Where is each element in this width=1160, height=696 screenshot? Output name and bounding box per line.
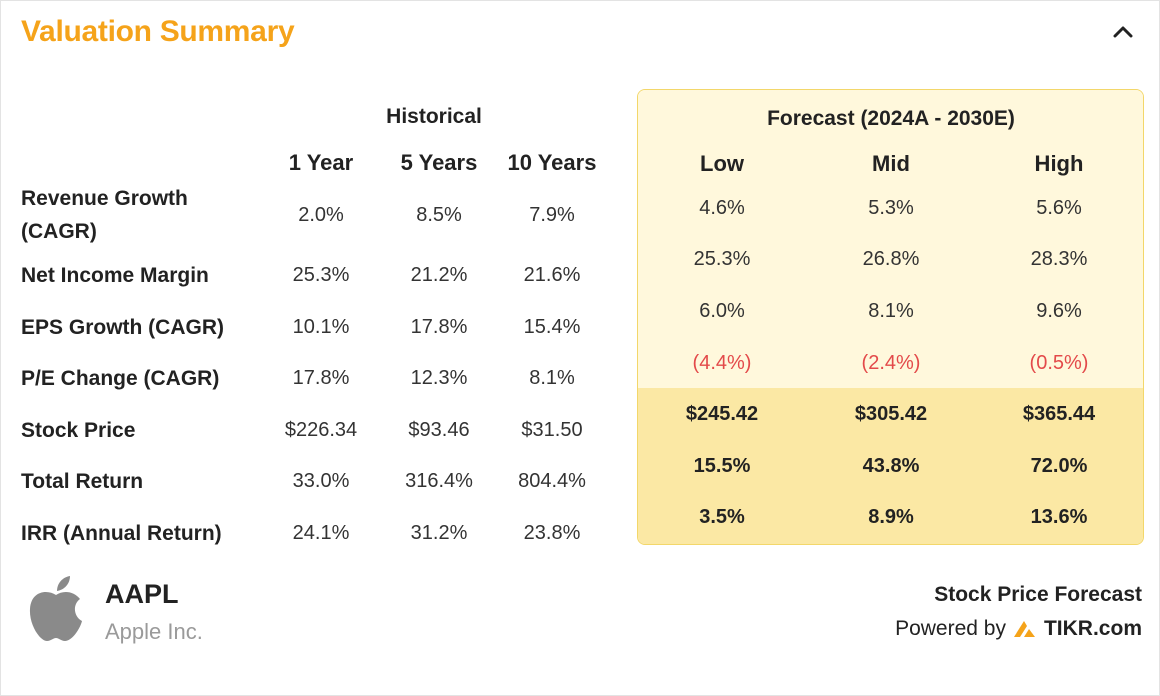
col-header-mid: Mid — [872, 151, 910, 176]
cell-pe-high: (0.5%) — [1029, 352, 1089, 374]
cell-eps-1y: 10.1% — [292, 316, 350, 338]
cell-irr-1y: 24.1% — [292, 522, 350, 544]
cell-return-5y: 316.4% — [405, 470, 473, 492]
tikr-logo-icon — [1013, 621, 1035, 637]
cell-margin-high: 28.3% — [1030, 248, 1088, 270]
apple-logo-icon — [29, 576, 82, 641]
col-header-high: High — [1034, 151, 1084, 176]
cell-pe-low: (4.4%) — [692, 352, 752, 374]
historical-group-header: Historical — [386, 105, 482, 128]
cell-revenue-1y: 2.0% — [298, 204, 344, 226]
cell-eps-low: 6.0% — [699, 300, 745, 322]
cell-return-10y: 804.4% — [518, 470, 586, 492]
cell-revenue-5y: 8.5% — [416, 204, 462, 226]
cell-margin-10y: 21.6% — [523, 264, 581, 286]
cell-price-high: $365.44 — [1022, 403, 1096, 425]
cell-revenue-high: 5.6% — [1036, 197, 1082, 219]
col-header-5-years: 5 Years — [400, 150, 478, 175]
col-header-10-years: 10 Years — [507, 150, 597, 175]
forecast-group-header: Forecast (2024A - 2030E) — [767, 107, 1015, 130]
row-label-eps-growth: EPS Growth (CAGR) — [21, 316, 224, 339]
cell-revenue-low: 4.6% — [699, 197, 745, 219]
tikr-brand-link[interactable]: TIKR.com — [1043, 617, 1142, 640]
cell-price-low: $245.42 — [685, 403, 759, 425]
cell-pe-mid: (2.4%) — [861, 352, 921, 374]
cell-return-high: 72.0% — [1030, 455, 1088, 477]
cell-price-1y: $226.34 — [284, 419, 358, 441]
collapse-button[interactable] — [1109, 19, 1137, 43]
cell-price-5y: $93.46 — [408, 419, 470, 441]
cell-eps-10y: 15.4% — [523, 316, 581, 338]
row-label-stock-price: Stock Price — [21, 419, 136, 442]
cell-price-mid: $305.42 — [854, 403, 928, 425]
cell-price-10y: $31.50 — [521, 419, 583, 441]
row-label-pe-change: P/E Change (CAGR) — [21, 367, 220, 390]
cell-pe-10y: 8.1% — [529, 367, 575, 389]
powered-by-text: Powered by — [895, 617, 1006, 640]
company-ticker: AAPL — [105, 579, 179, 609]
cell-margin-1y: 25.3% — [292, 264, 350, 286]
col-header-1-year: 1 Year — [288, 150, 354, 175]
cell-revenue-10y: 7.9% — [529, 204, 575, 226]
cell-eps-high: 9.6% — [1036, 300, 1082, 322]
cell-pe-1y: 17.8% — [292, 367, 350, 389]
powered-by[interactable]: Powered by TIKR.com — [895, 617, 1142, 641]
stock-price-forecast-label: Stock Price Forecast — [934, 583, 1142, 606]
cell-irr-10y: 23.8% — [523, 522, 581, 544]
cell-return-1y: 33.0% — [292, 470, 350, 492]
row-label-total-return: Total Return — [21, 470, 144, 493]
cell-return-low: 15.5% — [693, 455, 751, 477]
cell-eps-mid: 8.1% — [868, 300, 914, 322]
cell-eps-5y: 17.8% — [410, 316, 468, 338]
row-label-revenue-growth: Revenue Growth — [21, 187, 188, 210]
row-label-net-income-margin: Net Income Margin — [21, 264, 209, 287]
row-label-irr: IRR (Annual Return) — [21, 522, 222, 545]
col-header-low: Low — [700, 151, 744, 176]
cell-revenue-mid: 5.3% — [868, 197, 914, 219]
cell-irr-low: 3.5% — [699, 506, 745, 528]
cell-margin-mid: 26.8% — [862, 248, 920, 270]
cell-margin-low: 25.3% — [693, 248, 751, 270]
company-name: Apple Inc. — [105, 619, 203, 644]
card-title: Valuation Summary — [21, 15, 295, 48]
row-label-revenue-growth-cagr: (CAGR) — [21, 220, 97, 243]
forecast-panel — [637, 89, 1144, 545]
chevron-up-icon — [1113, 26, 1133, 38]
cell-irr-high: 13.6% — [1030, 506, 1088, 528]
cell-pe-5y: 12.3% — [410, 367, 468, 389]
cell-return-mid: 43.8% — [862, 455, 920, 477]
cell-irr-mid: 8.9% — [868, 506, 914, 528]
cell-margin-5y: 21.2% — [410, 264, 468, 286]
cell-irr-5y: 31.2% — [410, 522, 468, 544]
